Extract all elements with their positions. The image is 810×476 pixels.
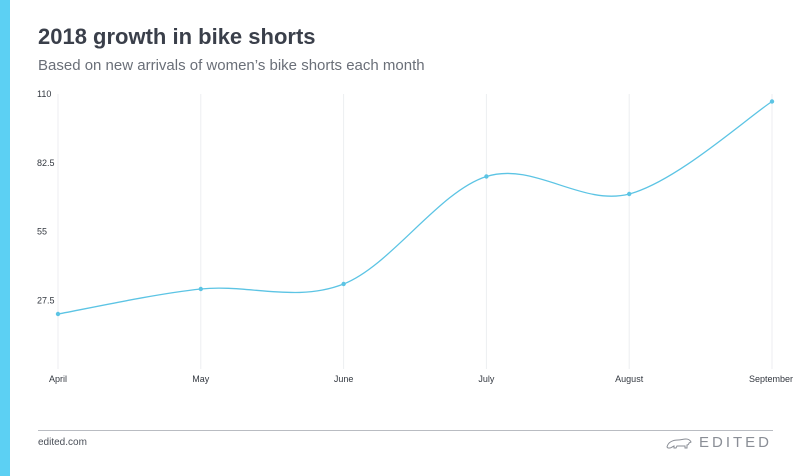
x-tick-label: April: [49, 374, 67, 384]
x-tick-label: June: [334, 374, 354, 384]
data-point: [341, 281, 346, 287]
y-tick-label: 82.5: [37, 158, 55, 168]
x-axis-ticks: April May June July August September: [49, 374, 793, 384]
data-point: [769, 99, 775, 104]
footer-divider: [38, 430, 773, 431]
accent-bar: [0, 0, 10, 476]
source-link[interactable]: edited.com: [38, 437, 87, 448]
series-line: [57, 100, 773, 315]
x-tick-label: September: [749, 374, 793, 384]
polar-bear-icon: [666, 437, 692, 448]
brand-logo: EDITED: [665, 434, 772, 451]
x-tick-label: July: [478, 374, 495, 384]
data-point: [627, 191, 632, 197]
y-tick-label: 110: [37, 89, 51, 99]
y-tick-label: 55: [37, 227, 47, 237]
data-point: [198, 286, 203, 292]
brand-name: EDITED: [698, 434, 772, 451]
data-point: [484, 174, 489, 179]
data-point: [55, 311, 61, 317]
chart-title: 2018 growth in bike shorts: [38, 24, 316, 49]
x-tick-label: August: [615, 374, 644, 384]
x-tick-label: May: [192, 374, 210, 384]
chart-subtitle: Based on new arrivals of women’s bike sh…: [38, 57, 425, 74]
y-axis-ticks: 110 82.5 55 27.5: [37, 89, 55, 305]
y-tick-label: 27.5: [37, 295, 55, 305]
grid-lines: [57, 94, 773, 369]
data-points: [55, 99, 775, 317]
